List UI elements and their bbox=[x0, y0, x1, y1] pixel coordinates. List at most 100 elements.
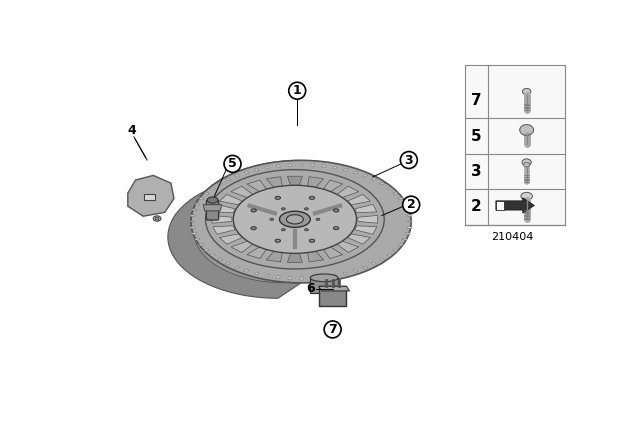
Polygon shape bbox=[217, 258, 223, 261]
Polygon shape bbox=[210, 254, 216, 256]
Polygon shape bbox=[210, 187, 216, 190]
Polygon shape bbox=[190, 215, 195, 217]
Polygon shape bbox=[527, 130, 534, 135]
Polygon shape bbox=[322, 276, 326, 279]
Polygon shape bbox=[300, 164, 303, 166]
Text: 4: 4 bbox=[127, 124, 136, 137]
Text: 7: 7 bbox=[328, 323, 337, 336]
Ellipse shape bbox=[275, 239, 280, 242]
Polygon shape bbox=[523, 125, 530, 130]
Circle shape bbox=[324, 321, 341, 338]
Ellipse shape bbox=[522, 88, 531, 95]
Ellipse shape bbox=[333, 209, 339, 212]
Ellipse shape bbox=[234, 187, 356, 251]
Polygon shape bbox=[220, 194, 243, 205]
Polygon shape bbox=[527, 125, 534, 130]
Text: 5: 5 bbox=[228, 157, 237, 170]
Ellipse shape bbox=[280, 211, 310, 228]
Ellipse shape bbox=[251, 227, 257, 230]
Ellipse shape bbox=[251, 209, 257, 212]
Polygon shape bbox=[247, 180, 267, 192]
Polygon shape bbox=[195, 238, 200, 240]
Polygon shape bbox=[343, 168, 348, 171]
Ellipse shape bbox=[310, 274, 338, 282]
Polygon shape bbox=[520, 125, 527, 130]
Ellipse shape bbox=[153, 216, 161, 221]
FancyBboxPatch shape bbox=[206, 200, 219, 220]
Bar bbox=[496, 201, 504, 210]
Polygon shape bbox=[371, 263, 377, 265]
Polygon shape bbox=[204, 249, 209, 251]
Polygon shape bbox=[128, 176, 174, 216]
Polygon shape bbox=[287, 176, 302, 186]
Polygon shape bbox=[408, 221, 412, 222]
Text: 2: 2 bbox=[471, 199, 482, 215]
Polygon shape bbox=[213, 226, 235, 234]
Polygon shape bbox=[213, 204, 235, 213]
Text: 7: 7 bbox=[471, 93, 482, 108]
Circle shape bbox=[224, 155, 241, 172]
Polygon shape bbox=[523, 130, 530, 135]
Polygon shape bbox=[189, 221, 195, 222]
Polygon shape bbox=[195, 203, 200, 205]
Polygon shape bbox=[287, 252, 302, 263]
Ellipse shape bbox=[287, 215, 303, 224]
Polygon shape bbox=[234, 174, 239, 177]
Polygon shape bbox=[348, 194, 371, 205]
Bar bbox=[465, 65, 565, 225]
Polygon shape bbox=[168, 160, 301, 298]
Ellipse shape bbox=[309, 196, 315, 199]
Circle shape bbox=[403, 196, 420, 213]
Polygon shape bbox=[204, 205, 221, 211]
Ellipse shape bbox=[282, 228, 285, 231]
Ellipse shape bbox=[207, 197, 218, 203]
Polygon shape bbox=[288, 277, 291, 280]
Polygon shape bbox=[265, 166, 269, 169]
Ellipse shape bbox=[333, 227, 339, 230]
Ellipse shape bbox=[521, 192, 532, 200]
Polygon shape bbox=[244, 171, 249, 174]
Polygon shape bbox=[393, 249, 398, 251]
Circle shape bbox=[401, 151, 417, 168]
Polygon shape bbox=[276, 165, 280, 168]
Polygon shape bbox=[405, 233, 410, 234]
Polygon shape bbox=[353, 171, 358, 174]
Ellipse shape bbox=[275, 196, 280, 199]
Polygon shape bbox=[323, 247, 343, 258]
Polygon shape bbox=[266, 250, 282, 262]
Polygon shape bbox=[288, 164, 291, 167]
Text: 5: 5 bbox=[471, 129, 482, 144]
Polygon shape bbox=[353, 269, 358, 272]
Polygon shape bbox=[407, 227, 412, 228]
Circle shape bbox=[289, 82, 306, 99]
Polygon shape bbox=[333, 166, 337, 169]
Text: 2: 2 bbox=[407, 198, 415, 211]
Polygon shape bbox=[307, 177, 324, 188]
Polygon shape bbox=[322, 165, 326, 168]
Polygon shape bbox=[520, 130, 527, 135]
Polygon shape bbox=[363, 174, 368, 177]
Polygon shape bbox=[212, 215, 232, 223]
Ellipse shape bbox=[524, 162, 530, 167]
Polygon shape bbox=[194, 171, 301, 283]
Polygon shape bbox=[266, 177, 282, 188]
Text: 1: 1 bbox=[293, 84, 301, 97]
Polygon shape bbox=[363, 266, 368, 269]
Ellipse shape bbox=[205, 170, 384, 269]
Polygon shape bbox=[319, 286, 349, 291]
Polygon shape bbox=[323, 180, 343, 192]
Polygon shape bbox=[496, 198, 534, 213]
Polygon shape bbox=[204, 192, 209, 194]
Polygon shape bbox=[355, 226, 377, 234]
Polygon shape bbox=[380, 258, 385, 261]
Polygon shape bbox=[310, 164, 314, 167]
Polygon shape bbox=[254, 272, 259, 275]
Text: 3: 3 bbox=[471, 164, 482, 179]
Polygon shape bbox=[387, 254, 392, 256]
Polygon shape bbox=[337, 186, 359, 198]
Polygon shape bbox=[244, 269, 249, 272]
Ellipse shape bbox=[305, 208, 308, 210]
Ellipse shape bbox=[234, 185, 356, 254]
Text: 6: 6 bbox=[307, 282, 316, 295]
Polygon shape bbox=[333, 274, 337, 277]
